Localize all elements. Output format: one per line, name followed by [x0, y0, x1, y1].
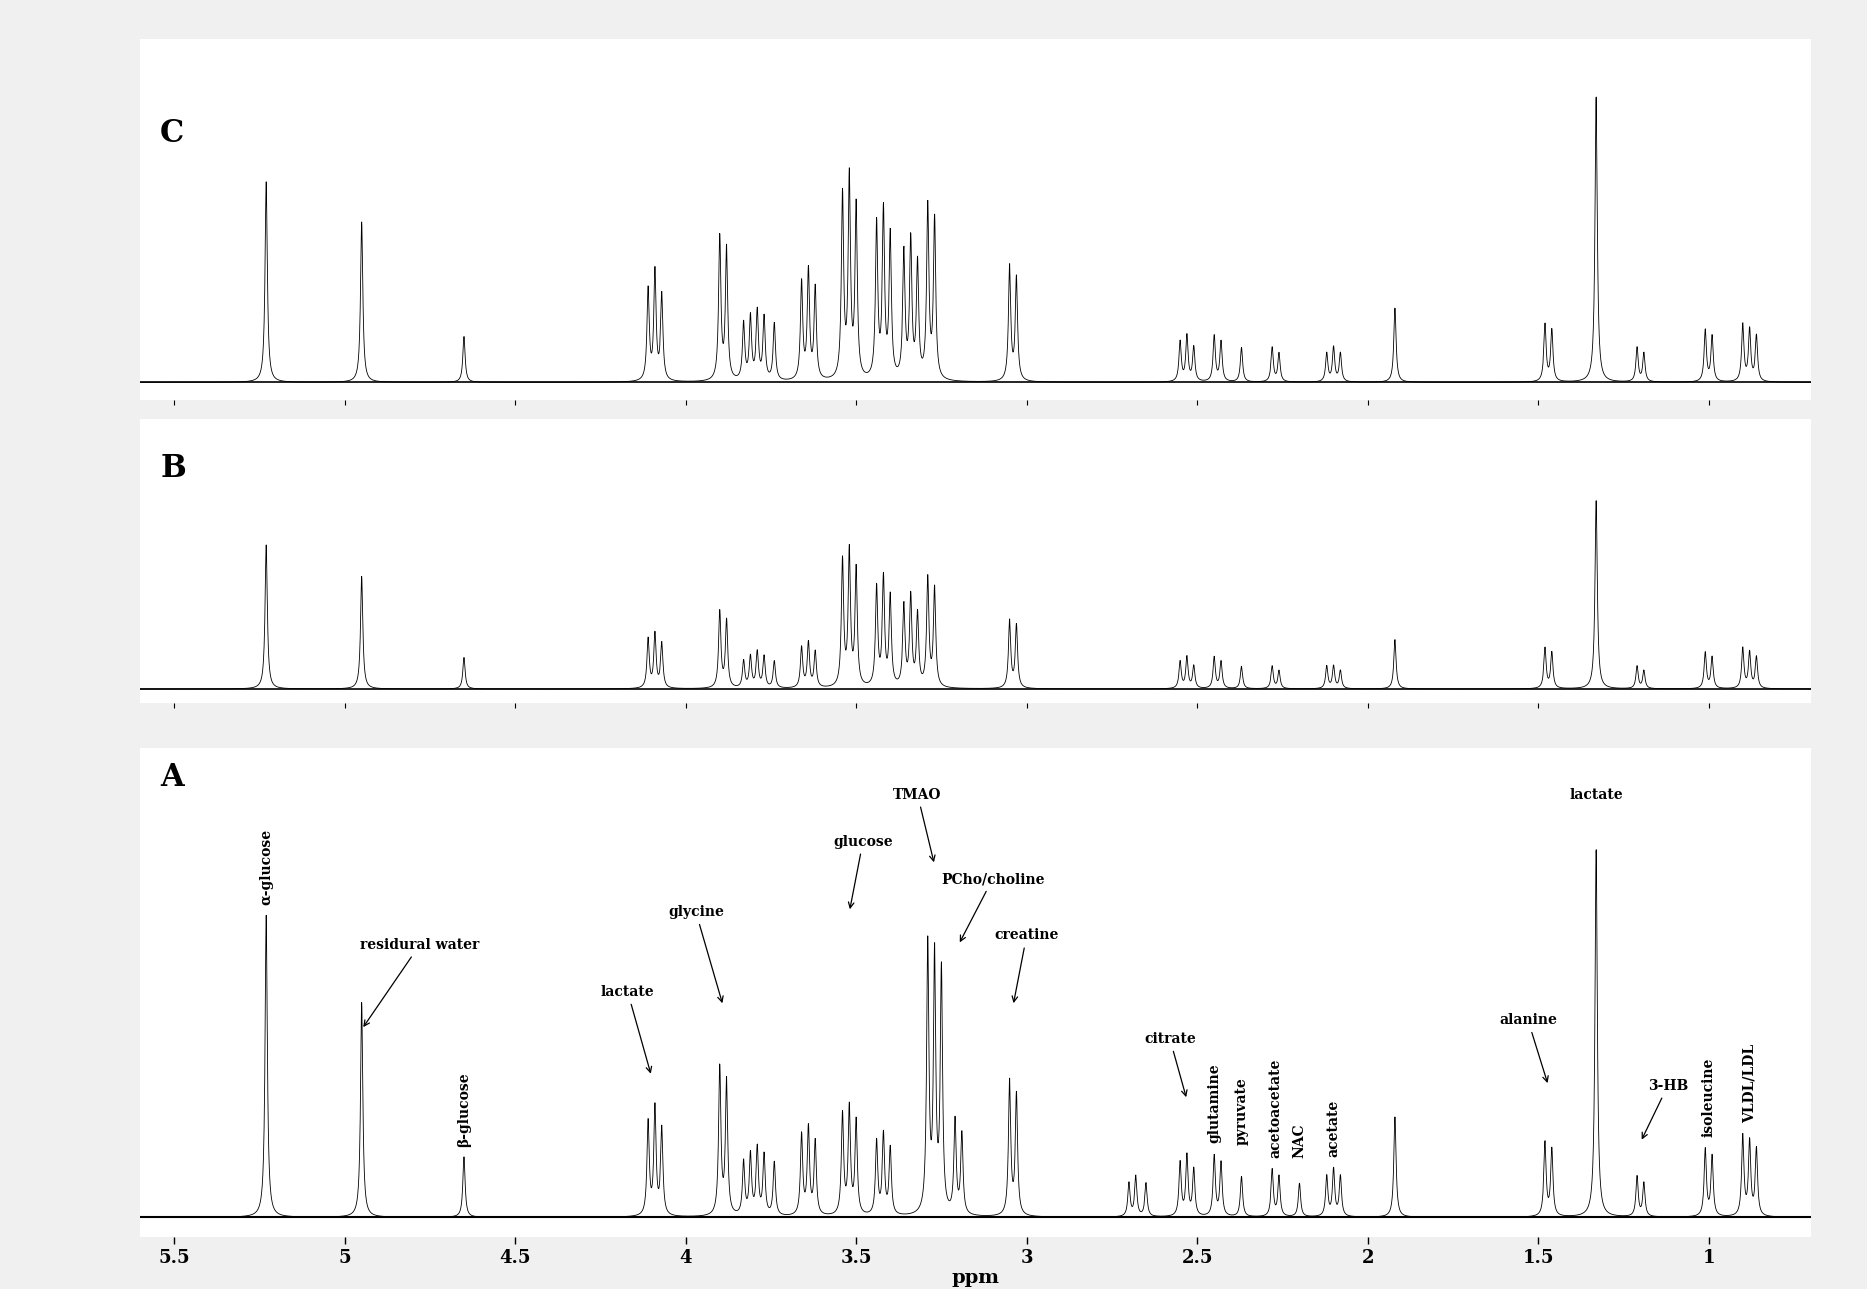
Text: B: B	[161, 452, 187, 483]
Text: β-glucose: β-glucose	[457, 1072, 470, 1147]
Text: citrate: citrate	[1144, 1031, 1195, 1096]
Text: C: C	[161, 119, 185, 150]
X-axis label: ppm: ppm	[952, 1270, 999, 1288]
Text: glycine: glycine	[668, 905, 724, 1002]
Text: PCho/choline: PCho/choline	[941, 873, 1044, 941]
Text: 3-HB: 3-HB	[1643, 1079, 1688, 1138]
Text: acetate: acetate	[1327, 1100, 1341, 1158]
Text: acetoacetate: acetoacetate	[1268, 1060, 1283, 1159]
Text: creatine: creatine	[995, 928, 1059, 1002]
Text: α-glucose: α-glucose	[260, 829, 273, 905]
Text: A: A	[161, 762, 183, 793]
Text: residural water: residural water	[360, 938, 480, 1026]
Text: TMAO: TMAO	[892, 788, 941, 861]
Text: NAC: NAC	[1292, 1124, 1307, 1159]
Text: glucose: glucose	[833, 834, 892, 907]
Text: isoleucine: isoleucine	[1701, 1058, 1716, 1137]
Text: glutamine: glutamine	[1208, 1063, 1221, 1143]
Text: pyruvate: pyruvate	[1234, 1078, 1249, 1145]
Text: VLDL/LDL: VLDL/LDL	[1742, 1044, 1757, 1123]
Text: lactate: lactate	[601, 985, 655, 1072]
Text: alanine: alanine	[1499, 1013, 1557, 1081]
Text: lactate: lactate	[1570, 788, 1622, 802]
